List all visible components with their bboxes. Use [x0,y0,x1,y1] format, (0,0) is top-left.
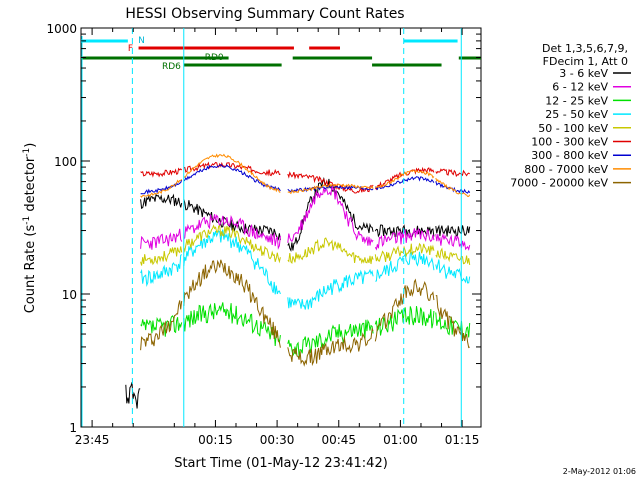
series-line-6 [183,161,281,177]
series-line-5 [374,242,435,262]
legend-label: 7000 - 20000 keV [510,177,608,190]
series-line-8 [140,179,183,198]
series-line-5 [287,237,374,265]
flag-label-f: F [128,44,133,54]
legend-label: 800 - 7000 keV [524,163,608,176]
x-tick-label: 23:45 [75,433,110,447]
series-line-4 [183,229,281,295]
series-line-2 [140,228,183,250]
series-line-9 [287,327,374,367]
series-line-3 [183,302,281,347]
series-line-4 [140,254,183,287]
series-line-2 [287,184,374,246]
series-line-7 [140,179,183,195]
series-line-5 [435,247,471,265]
series-line-1 [140,193,183,210]
series-line-9 [183,259,281,348]
series-line-1 [435,224,471,238]
series-line-2 [183,214,281,250]
series-line-7 [183,164,281,192]
series-line-4 [375,251,435,282]
series-line-3 [435,312,471,341]
x-tick-label: 00:15 [198,433,233,447]
axis-layer: 23:45 00:15 00:30 00:45 01:00 01:15 1 10 100 1000 [46,22,481,447]
series-line-9 [374,278,435,342]
series-line-8 [183,153,281,193]
legend-label: 100 - 300 keV [531,136,608,149]
legend-label: 300 - 800 keV [531,149,608,162]
series-line-1 [374,224,435,238]
series-line-3 [374,306,435,336]
series-line-4 [287,268,374,310]
series-line-3 [140,315,183,337]
series-line-8 [435,177,471,197]
series-line-9 [140,300,183,351]
x-axis-label: Start Time (01-May-12 23:41:42) [174,456,388,471]
series-line-3 [287,319,374,357]
chart-title: HESSI Observing Summary Count Rates [125,6,404,22]
legend-label: 25 - 50 keV [545,108,608,121]
x-tick-label: 00:45 [321,433,356,447]
series-line-7 [374,176,435,191]
legend-label: 6 - 12 keV [552,81,608,94]
series-line-5 [183,224,281,264]
series-line-8 [287,183,374,195]
series-line-6 [140,167,183,178]
y-tick-label: 100 [54,155,77,169]
x-tick-label: 01:00 [383,433,418,447]
flags-layer: NF RD0 RD6 [81,36,481,72]
series-line-6 [287,171,374,194]
y-tick-label: 1000 [46,22,77,36]
flag-label-n: N [138,36,145,46]
legend-label: 12 - 25 keV [545,94,608,107]
series-line-1 [183,199,281,241]
flag-label-rd6: RD6 [162,62,181,72]
y-tick-label: 1 [69,421,77,435]
series-line-1 [125,382,141,409]
x-tick-label: 01:15 [445,433,480,447]
legend-label: 3 - 6 keV [559,67,608,80]
footer-date: 2-May-2012 01:06 [563,467,636,476]
flag-label-rd0: RD0 [205,53,224,63]
legend-header-line: Det 1,3,5,6,7,9, [542,42,628,55]
plot-frame [80,27,482,428]
series-line-5 [140,246,183,266]
series-line-4 [435,259,471,284]
series-line-2 [374,227,435,251]
y-axis-label: Count Rate (s-1 detector-1) [22,143,38,314]
x-tick-label: 00:30 [260,433,295,447]
series-layer [125,153,471,409]
legend-label: 50 - 100 keV [538,122,608,135]
night-boundary-layer [81,28,462,427]
series-line-9 [435,295,470,349]
legend: Det 1,3,5,6,7,9,FDecim 1, Att 03 - 6 keV… [510,42,631,190]
series-line-6 [435,168,471,178]
series-line-2 [435,232,471,251]
legend-header-line: FDecim 1, Att 0 [543,55,628,68]
series-line-8 [375,169,435,188]
y-tick-label: 10 [62,288,77,302]
